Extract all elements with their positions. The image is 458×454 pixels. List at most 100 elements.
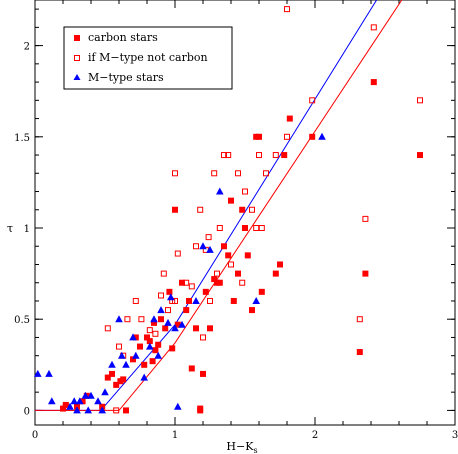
m-type-not-carbon-point bbox=[183, 279, 190, 286]
carbon-star-point bbox=[132, 334, 139, 341]
m-type-not-carbon-point bbox=[205, 234, 212, 241]
y-tick-label: 1 bbox=[24, 224, 30, 235]
carbon-star-point bbox=[179, 279, 185, 286]
m-type-not-carbon-point bbox=[362, 215, 369, 222]
carbon-star-point bbox=[109, 370, 115, 377]
carbon-star-point bbox=[155, 341, 162, 348]
m-type-not-carbon-point bbox=[256, 152, 262, 159]
m-type-not-carbon-point bbox=[146, 327, 153, 334]
m-type-not-carbon-point bbox=[284, 6, 290, 13]
m-type-star-point bbox=[174, 402, 182, 410]
m-type-star-point bbox=[157, 306, 165, 314]
x-axis-label-subscript: s bbox=[253, 446, 257, 454]
axis-ticks: 0 1 2 3 0 0.5 1 1.5 2 bbox=[14, 0, 458, 441]
x-tick-label: 2 bbox=[312, 430, 318, 441]
carbon-star-point bbox=[183, 307, 190, 314]
carbon-star-point bbox=[193, 325, 199, 332]
legend-label-carbon-stars: carbon stars bbox=[88, 31, 158, 44]
m-type-star-point bbox=[94, 397, 102, 405]
legend: carbon stars if M−type not carbon M−type… bbox=[63, 26, 233, 90]
m-type-not-carbon-point bbox=[172, 170, 178, 177]
m-type-not-carbon-point bbox=[104, 325, 111, 332]
carbon-star-point bbox=[149, 358, 156, 365]
m-type-not-carbon-point bbox=[221, 152, 227, 159]
carbon-star-point bbox=[166, 288, 173, 295]
x-tick-label: 0 bbox=[32, 430, 38, 441]
m-type-star-point bbox=[98, 406, 106, 414]
carbon-star-point bbox=[286, 115, 293, 122]
carbon-star-point bbox=[207, 325, 213, 332]
carbon-star-point bbox=[309, 133, 316, 140]
m-type-star-point bbox=[171, 324, 179, 332]
m-type-not-carbon-point bbox=[152, 330, 159, 337]
m-type-not-carbon-point bbox=[200, 334, 206, 341]
m-type-star-point bbox=[132, 351, 140, 359]
x-axis-label-main: H−K bbox=[226, 440, 254, 453]
carbon-star-point bbox=[256, 133, 262, 140]
legend-box bbox=[63, 26, 233, 90]
y-tick-label: 0 bbox=[24, 406, 30, 417]
m-type-star-point bbox=[199, 242, 207, 250]
m-type-not-carbon-point bbox=[228, 261, 234, 268]
carbon-star-point bbox=[235, 270, 241, 277]
m-type-not-carbon-point bbox=[225, 152, 232, 159]
m-type-not-carbon-point bbox=[370, 24, 377, 31]
m-type-star-point bbox=[81, 391, 90, 399]
m-type-not-carbon-point bbox=[193, 243, 199, 250]
m-type-star-point bbox=[140, 373, 148, 381]
m-type-star-point bbox=[45, 369, 53, 377]
carbon-star-point bbox=[200, 370, 206, 377]
y-tick-label: 2 bbox=[24, 42, 30, 53]
m-type-star-point bbox=[146, 342, 154, 350]
m-type-star-point bbox=[118, 351, 126, 359]
carbon-star-point bbox=[211, 276, 218, 283]
m-type-not-carbon-point bbox=[132, 297, 139, 304]
carbon-star-point bbox=[258, 288, 265, 295]
m-type-star-point bbox=[129, 333, 137, 341]
m-type-not-carbon-point bbox=[165, 307, 171, 314]
m-type-not-carbon-point bbox=[172, 297, 178, 304]
m-type-not-carbon-point bbox=[242, 188, 248, 195]
m-type-not-carbon-point bbox=[263, 170, 269, 177]
m-type-not-carbon-point bbox=[272, 152, 279, 159]
x-tick-label: 3 bbox=[452, 430, 458, 441]
carbon-star-point bbox=[120, 376, 127, 383]
carbon-star-point bbox=[242, 225, 248, 232]
m-type-star-point bbox=[76, 397, 84, 405]
carbon-star-point bbox=[186, 297, 192, 304]
m-type-not-carbon-point bbox=[207, 297, 213, 304]
carbon-star-point bbox=[228, 197, 234, 204]
m-type-not-carbon-point bbox=[211, 170, 218, 177]
m-type-star-point bbox=[101, 388, 109, 396]
carbon-star-point bbox=[113, 381, 120, 388]
plot-frame bbox=[34, 0, 456, 426]
carbon-star-point bbox=[172, 206, 178, 213]
m-type-star-point bbox=[122, 360, 130, 368]
m-type-star-point bbox=[206, 245, 214, 253]
y-axis-label: τ bbox=[7, 222, 13, 235]
carbon-star-point bbox=[62, 401, 69, 408]
carbon-star-point bbox=[104, 374, 111, 381]
m-type-star-point bbox=[115, 315, 123, 323]
carbon-star-point bbox=[249, 307, 255, 314]
legend-label-m-type-stars: M−type stars bbox=[88, 71, 164, 84]
m-type-star-point bbox=[108, 360, 116, 368]
carbon-star-point bbox=[225, 252, 232, 259]
m-type-not-carbon-point bbox=[188, 283, 195, 290]
m-type-star-point bbox=[34, 369, 42, 377]
m-type-not-carbon-point bbox=[160, 270, 167, 277]
carbon-star-point bbox=[362, 270, 369, 277]
m-type-star-point bbox=[150, 315, 158, 323]
m-type-not-carbon-point bbox=[309, 97, 316, 104]
carbon-star-point bbox=[370, 79, 377, 86]
y-tick-label: 0.5 bbox=[14, 315, 30, 326]
carbon-star-point bbox=[137, 343, 143, 350]
carbon-star-point bbox=[146, 338, 153, 345]
m-type-star-point bbox=[154, 351, 162, 359]
carbon-star-point bbox=[152, 347, 159, 354]
m-type-star-point bbox=[216, 187, 224, 195]
m-type-not-carbon-point bbox=[253, 225, 260, 232]
m-type-star-point bbox=[84, 406, 92, 414]
carbon-star-point bbox=[169, 345, 176, 352]
